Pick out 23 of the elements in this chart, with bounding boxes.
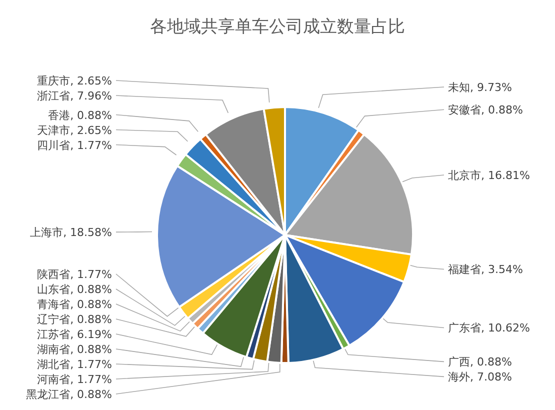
slice-label: 天津市, 2.65% — [37, 124, 112, 137]
slice-label: 河南省, 1.77% — [37, 373, 112, 386]
slice-label: 广东省, 10.62% — [448, 322, 530, 335]
slice-label: 辽宁省, 0.88% — [37, 313, 112, 326]
slice-label: 山东省, 0.88% — [37, 283, 112, 296]
slice-label: 安徽省, 0.88% — [448, 104, 523, 117]
slice-label: 浙江省, 7.96% — [37, 90, 112, 103]
slice-label: 香港, 0.88% — [48, 108, 112, 122]
slice-label: 湖南省, 0.88% — [37, 343, 112, 356]
slice-label: 湖北省, 1.77% — [37, 358, 112, 371]
slice-label: 四川省, 1.77% — [37, 138, 112, 152]
slice-label: 北京市, 16.81% — [448, 169, 530, 182]
slice-label: 陕西省, 1.77% — [37, 268, 112, 281]
slice-label: 青海省, 0.88% — [37, 298, 112, 311]
slice-label: 重庆市, 2.65% — [37, 74, 112, 88]
chart-title: 各地域共享单车公司成立数量占比 — [150, 17, 405, 37]
slice-label: 广西, 0.88% — [448, 356, 512, 369]
slice-label: 上海市, 18.58% — [30, 226, 112, 240]
slice-label: 未知, 9.73% — [448, 80, 512, 94]
slice-label: 黑龙江省, 0.88% — [26, 388, 112, 401]
slice-label: 江苏省, 6.19% — [37, 328, 112, 341]
slice-label: 海外, 7.08% — [448, 370, 512, 384]
slice-label: 福建省, 3.54% — [448, 263, 523, 276]
